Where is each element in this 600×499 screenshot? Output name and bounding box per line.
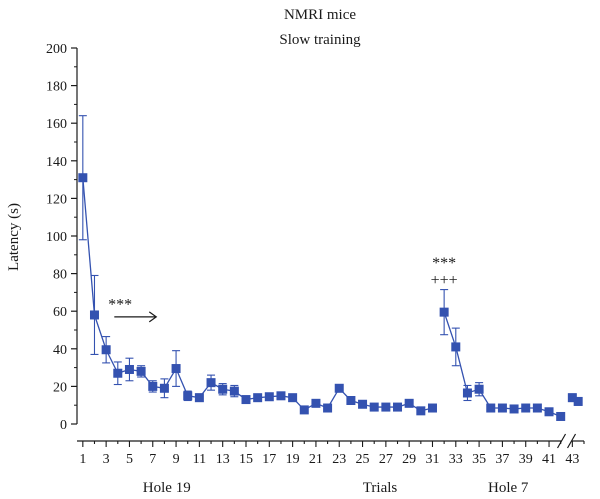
data-point [567, 393, 577, 403]
data-point [206, 378, 216, 388]
y-tick-label: 200 [46, 42, 67, 57]
y-tick-label: 20 [53, 380, 67, 395]
significance-annotation: *** [432, 255, 456, 272]
data-series [78, 115, 583, 421]
data-point [288, 393, 298, 403]
data-point [381, 402, 391, 412]
x-tick-label: 37 [495, 452, 509, 467]
significance-annotation: *** [108, 296, 132, 313]
y-tick-label: 60 [53, 305, 67, 320]
group-label: Hole 19 [143, 480, 191, 496]
data-point [573, 396, 583, 406]
x-tick-label: 35 [472, 452, 486, 467]
data-point [276, 391, 286, 401]
data-point [101, 345, 111, 355]
axis-break-mark [556, 433, 567, 449]
group-label: Trials [363, 480, 398, 496]
data-point [171, 364, 181, 374]
chart-title: NMRI mice [284, 7, 356, 23]
data-point [346, 396, 356, 405]
data-point [264, 392, 274, 402]
x-tick-label: 27 [379, 452, 393, 467]
data-point [556, 411, 566, 421]
data-point [136, 366, 146, 376]
data-point [369, 402, 379, 412]
y-tick-label: 120 [46, 192, 67, 207]
data-point [229, 386, 239, 396]
data-point [451, 342, 461, 352]
data-point [124, 364, 134, 374]
x-tick-label: 9 [173, 452, 180, 467]
annotations: Hole 19 Trials Hole 7******+++ [108, 255, 529, 496]
group-label: Hole 7 [488, 480, 529, 496]
data-point [183, 391, 193, 401]
x-tick-label: 19 [286, 452, 300, 467]
x-tick-label: 33 [449, 452, 463, 467]
x-tick-label: 25 [356, 452, 370, 467]
data-point [334, 383, 344, 393]
x-tick-label: 41 [542, 452, 556, 467]
x-tick-label: 43 [565, 452, 579, 467]
data-point [427, 403, 437, 413]
x-tick-label: 15 [239, 452, 253, 467]
series-line [443, 311, 561, 418]
data-point [544, 407, 554, 417]
x-tick-label: 5 [126, 452, 133, 467]
data-point [404, 398, 414, 408]
x-tick-label: 7 [149, 452, 156, 467]
data-point [194, 393, 204, 403]
x-tick-label: 1 [79, 452, 86, 467]
significance-annotation: +++ [431, 272, 458, 289]
data-point [474, 384, 484, 394]
x-tick-label: 11 [193, 452, 206, 467]
y-tick-label: 80 [53, 268, 67, 283]
x-tick-label: 23 [332, 452, 346, 467]
data-point [521, 403, 531, 413]
data-point [358, 399, 368, 409]
y-tick-label: 100 [46, 230, 67, 245]
data-point [159, 383, 169, 393]
x-tick-label: 3 [103, 452, 110, 467]
data-point [393, 402, 403, 412]
data-point [497, 403, 507, 413]
data-point [113, 368, 123, 378]
x-tick-label: 29 [402, 452, 416, 467]
y-axis-label: Latency (s) [6, 203, 22, 271]
data-point [439, 307, 449, 317]
data-point [78, 173, 88, 183]
x-tick-label: 17 [262, 452, 276, 467]
data-point [218, 384, 228, 394]
data-point [89, 310, 99, 320]
data-point [311, 398, 321, 408]
chart-subtitle: Slow training [279, 32, 361, 48]
x-tick-label: 21 [309, 452, 323, 467]
data-point [509, 404, 519, 414]
y-tick-label: 0 [60, 418, 67, 433]
x-tick-label: 31 [425, 452, 439, 467]
data-point [532, 403, 542, 413]
axis-break-mark [566, 433, 577, 449]
arrow-head-icon [148, 311, 158, 323]
y-tick-label: 140 [46, 155, 67, 170]
data-point [486, 403, 496, 413]
y-tick-label: 160 [46, 117, 67, 132]
series-line [82, 177, 433, 412]
y-tick-label: 180 [46, 80, 67, 95]
data-point [323, 403, 333, 413]
data-point [462, 388, 472, 398]
data-point [253, 393, 263, 403]
x-tick-label: 13 [216, 452, 230, 467]
data-point [148, 381, 158, 391]
data-point [241, 395, 251, 405]
data-point [416, 406, 426, 416]
data-point [299, 405, 309, 415]
y-tick-label: 40 [53, 343, 67, 358]
x-tick-label: 39 [519, 452, 533, 467]
